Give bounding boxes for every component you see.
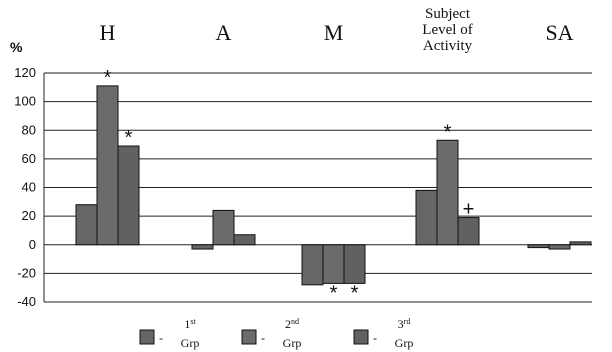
y-tick-label: 80	[22, 122, 36, 137]
significance-mark: +	[463, 199, 475, 221]
y-tick-label: 40	[22, 180, 36, 195]
significance-marks: * * * * * +	[104, 67, 475, 305]
legend-ordinal: 3rd	[398, 317, 411, 331]
category-label: H	[100, 20, 116, 45]
category-label: A	[216, 20, 232, 45]
category-label-line: M	[324, 20, 344, 45]
bar	[301, 244, 324, 286]
significance-mark: *	[351, 282, 359, 304]
bar	[343, 244, 366, 284]
legend-ordinal-number: 3	[398, 317, 404, 331]
category-label: Subject Level of Activity	[422, 6, 472, 54]
y-axis: % -40 -20 0 20 40 60 80 100 120	[10, 39, 45, 309]
category-label-line: SA	[545, 20, 573, 45]
bar	[191, 244, 214, 250]
y-tick-label: 120	[14, 65, 36, 80]
category-label: M	[324, 20, 344, 45]
legend-dash: -	[373, 331, 377, 345]
legend-ordinal-number: 1	[184, 317, 190, 331]
category-labels: H A M Subject Level of Activity SA	[100, 6, 574, 54]
legend-grp-label: Grp	[395, 336, 414, 350]
legend-item: - 1st Grp	[139, 317, 200, 350]
legend-ordinal-number: 2	[285, 317, 291, 331]
legend-item: - 2nd Grp	[241, 317, 302, 350]
bar	[415, 189, 438, 246]
bar	[436, 139, 459, 246]
y-tick-label: -40	[17, 294, 36, 309]
bar	[569, 241, 592, 246]
legend-ordinal: 2nd	[285, 317, 299, 331]
bar	[457, 217, 480, 246]
legend-ordinal-suffix: nd	[291, 317, 299, 326]
category-label-line: A	[216, 20, 232, 45]
legend-ordinal-suffix: st	[190, 317, 196, 326]
significance-mark: *	[444, 121, 452, 143]
category-label-line: Subject	[425, 6, 471, 22]
legend-item: - 3rd Grp	[353, 317, 414, 350]
bar	[117, 145, 140, 246]
y-tick-label: -20	[17, 265, 36, 280]
bar	[548, 244, 571, 250]
category-label-line: Level of	[422, 22, 472, 38]
category-label: SA	[545, 20, 573, 45]
legend-dash: -	[159, 331, 163, 345]
legend: - 1st Grp - 2nd Grp - 3rd Grp	[139, 317, 414, 350]
legend-swatch	[241, 329, 257, 345]
bar	[527, 244, 550, 249]
bar	[322, 244, 345, 284]
significance-mark: *	[125, 127, 133, 149]
category-label-line: H	[100, 20, 116, 45]
legend-swatch	[353, 329, 369, 345]
legend-ordinal: 1st	[184, 317, 196, 331]
y-tick-label: 20	[22, 208, 36, 223]
legend-grp-label: Grp	[181, 336, 200, 350]
significance-mark: *	[330, 282, 338, 304]
legend-grp-label: Grp	[283, 336, 302, 350]
legend-ordinal-suffix: rd	[404, 317, 411, 326]
legend-swatch	[139, 329, 155, 345]
bar	[233, 234, 256, 246]
bar	[96, 85, 119, 246]
y-axis-label: %	[10, 39, 23, 55]
bars	[75, 85, 592, 286]
category-label-line: Activity	[423, 38, 473, 54]
y-tick-label: 0	[29, 237, 36, 252]
bar	[212, 209, 235, 246]
legend-dash: -	[261, 331, 265, 345]
bar	[75, 204, 98, 246]
y-tick-label: 100	[14, 94, 36, 109]
y-tick-label: 60	[22, 151, 36, 166]
significance-mark: *	[104, 67, 112, 89]
